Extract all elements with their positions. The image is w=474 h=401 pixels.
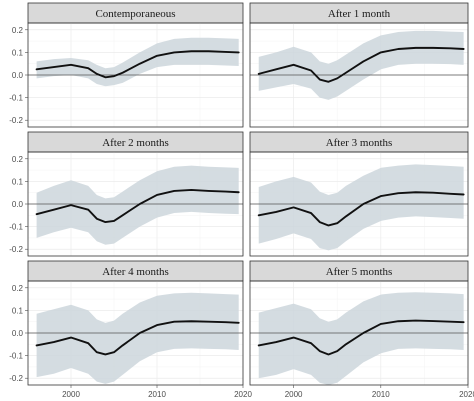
y-tick-label: 0.2 bbox=[12, 284, 24, 293]
y-tick-label: -0.1 bbox=[9, 94, 23, 103]
y-tick-label: 0.0 bbox=[12, 200, 24, 209]
y-tick-label: 0.2 bbox=[12, 155, 24, 164]
confidence-band bbox=[258, 292, 464, 385]
x-tick-label: 2000 bbox=[285, 390, 303, 399]
x-tick-label: 2020 bbox=[234, 390, 252, 399]
x-tick-label: 2010 bbox=[372, 390, 390, 399]
panel-title: After 1 month bbox=[328, 8, 391, 20]
x-tick-label: 2010 bbox=[148, 390, 166, 399]
panel-2: After 1 month bbox=[249, 2, 469, 128]
confidence-band bbox=[36, 292, 239, 384]
panel-3: After 2 months -0.2 -0.1 0.0 0.1 0.2 bbox=[9, 131, 244, 257]
panel-title: After 5 months bbox=[326, 266, 393, 278]
y-tick-label: -0.1 bbox=[9, 223, 23, 232]
y-tick-label: -0.2 bbox=[9, 245, 23, 254]
panel-title: Contemporaneous bbox=[95, 8, 175, 20]
y-tick-label: -0.2 bbox=[9, 374, 23, 383]
y-tick-label: 0.2 bbox=[12, 26, 24, 35]
y-tick-label: 0.0 bbox=[12, 71, 24, 80]
estimate-line bbox=[35, 50, 240, 79]
estimate-line bbox=[35, 189, 240, 224]
panel-title: After 3 months bbox=[326, 137, 393, 149]
x-tick-label: 2020 bbox=[459, 390, 474, 399]
estimate-line bbox=[257, 46, 465, 83]
panel-border bbox=[249, 22, 469, 128]
panel-1: Contemporaneous -0.2 -0.1 0.0 0.1 0.2 bbox=[9, 2, 244, 128]
estimate-line bbox=[257, 319, 465, 356]
panel-4: After 3 months bbox=[249, 131, 469, 257]
panel-title: After 4 months bbox=[102, 266, 169, 278]
estimate-line bbox=[35, 320, 240, 356]
y-tick-label: 0.1 bbox=[12, 177, 24, 186]
y-tick-label: -0.2 bbox=[9, 116, 23, 125]
y-tick-label: -0.1 bbox=[9, 352, 23, 361]
estimate-line bbox=[257, 191, 465, 227]
y-tick-label: 0.0 bbox=[12, 329, 24, 338]
panel-6: After 5 months 2000 2010 2020 bbox=[249, 260, 474, 399]
confidence-band bbox=[36, 37, 239, 87]
y-tick-label: 0.1 bbox=[12, 48, 24, 57]
y-tick-label: 0.1 bbox=[12, 306, 24, 315]
panel-border bbox=[249, 280, 469, 386]
panel-title: After 2 months bbox=[102, 137, 169, 149]
panel-5: After 4 months -0.2 -0.1 0.0 0.1 0.2 2000 2010 2… bbox=[9, 260, 252, 399]
confidence-band bbox=[258, 164, 464, 251]
x-tick-label: 2000 bbox=[62, 390, 80, 399]
panel-border bbox=[249, 151, 469, 257]
